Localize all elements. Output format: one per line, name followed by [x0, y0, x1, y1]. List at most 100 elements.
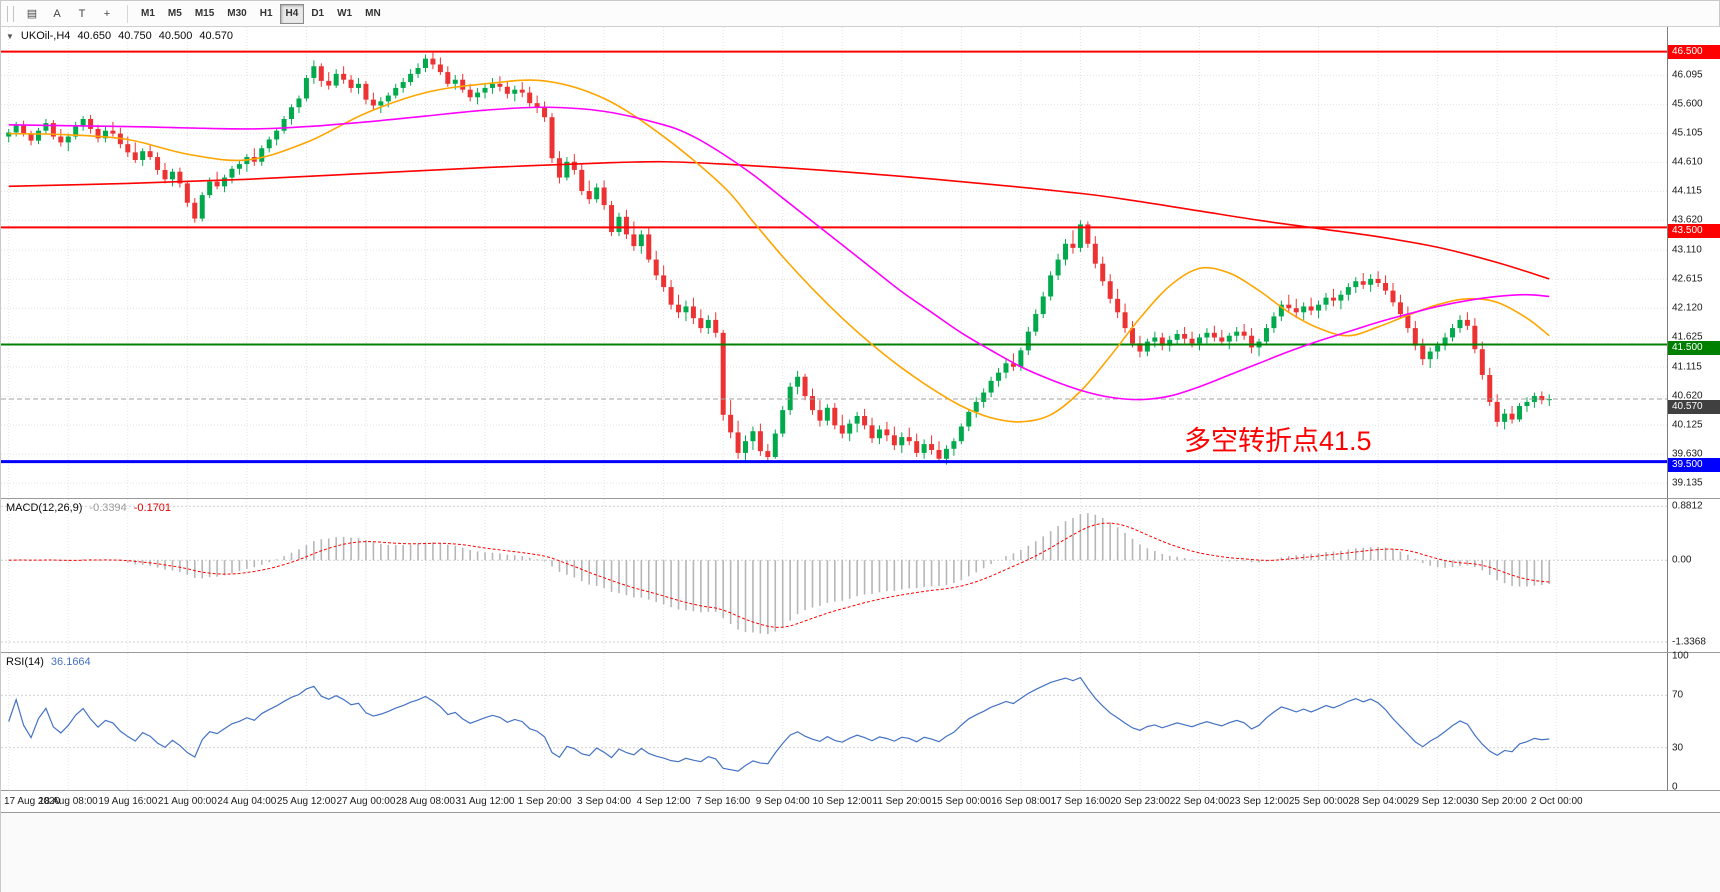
rsi-axis-label: 100 — [1672, 650, 1689, 662]
candle-body — [571, 161, 577, 170]
candle-body — [6, 132, 12, 137]
timeframe-h1[interactable]: H1 — [254, 4, 279, 24]
candle-body — [192, 202, 198, 219]
time-axis-label: 16 Sep 08:00 — [991, 796, 1051, 807]
candle-body — [207, 181, 213, 196]
candle-body — [1293, 308, 1299, 313]
macd-axis[interactable]: 0.8812 0.00 -1.3368 — [1667, 499, 1720, 652]
macd-axis-label: 0.00 — [1672, 554, 1692, 566]
candle-body — [1301, 306, 1307, 313]
candle-body — [899, 437, 905, 446]
rsi-axis[interactable]: 100 70 30 0 — [1667, 650, 1720, 793]
macd-label: MACD(12,26,9) — [6, 502, 83, 514]
candle-body — [772, 433, 778, 457]
time-axis[interactable]: 17 Aug 2020 18 Aug 08:00 19 Aug 16:00 21 Au… — [1, 791, 1720, 813]
candle-body — [140, 151, 146, 160]
timeframe-d1[interactable]: D1 — [305, 4, 330, 24]
candle-body — [981, 392, 987, 402]
toolbar: ▤ A T + M1 M5 M15 M30 H1 H4 D1 W1 MN — [1, 1, 1719, 27]
price-tick-label: 43.620 — [1672, 214, 1703, 226]
rsi-panel: 100 70 30 0 RSI(14) 36.1664 — [1, 650, 1720, 793]
candle-body — [862, 415, 868, 426]
candle-body — [1479, 349, 1485, 375]
candle-body — [586, 191, 592, 200]
candle-body — [661, 275, 667, 288]
candle-body — [564, 161, 570, 178]
price-badge: 40.570 — [1668, 400, 1720, 415]
candle-body — [1442, 337, 1448, 346]
candle-body — [348, 79, 354, 88]
rsi-label: RSI(14) — [6, 656, 44, 668]
tool-arrow-text-a[interactable]: A — [45, 4, 69, 24]
candle-body — [1055, 259, 1061, 276]
candle-body — [876, 429, 882, 439]
candle-body — [43, 123, 49, 131]
candle-body — [839, 425, 845, 434]
time-axis-label: 11 Sep 20:00 — [872, 796, 932, 807]
candle-body — [1100, 263, 1106, 282]
candle-body — [28, 133, 34, 141]
toolbar-grip[interactable] — [7, 5, 14, 22]
price-plot[interactable] — [1, 27, 1667, 498]
timeframe-m30[interactable]: M30 — [221, 4, 252, 24]
candle-body — [1368, 278, 1374, 285]
candle-body — [765, 451, 771, 457]
ohlc-open: 40.650 — [77, 30, 112, 42]
price-axis[interactable]: 46.095 45.600 45.105 44.610 44.115 43.620 43.1… — [1667, 27, 1720, 498]
timeframe-h4[interactable]: H4 — [279, 3, 305, 24]
candle-body — [1092, 243, 1098, 264]
candle-body — [1211, 332, 1217, 338]
chart-menu-icon[interactable]: ▼ — [6, 31, 14, 41]
candle-body — [400, 82, 406, 88]
candle-body — [1263, 328, 1269, 342]
candle-body — [1375, 278, 1381, 284]
timeframe-w1[interactable]: W1 — [331, 4, 358, 24]
candle-body — [824, 407, 830, 421]
candle-body — [497, 83, 503, 87]
macd-plot[interactable] — [1, 499, 1667, 652]
timeframe-m15[interactable]: M15 — [189, 4, 220, 24]
candle-body — [1494, 401, 1500, 422]
candle-body — [1048, 275, 1054, 297]
candle-body — [1003, 363, 1009, 373]
candle-body — [542, 107, 548, 118]
candle-body — [21, 124, 27, 134]
candle-body — [1025, 331, 1031, 351]
candle-body — [1182, 333, 1188, 339]
annotation-text[interactable]: 多空转折点41.5 — [1184, 426, 1372, 456]
candle-body — [906, 437, 912, 442]
candle-body — [720, 332, 726, 415]
candle-body — [623, 216, 629, 235]
candle-body — [943, 448, 949, 459]
tool-crosshair-icon[interactable]: + — [95, 4, 119, 24]
time-axis-label: 3 Sep 04:00 — [577, 796, 632, 807]
candle-body — [445, 72, 451, 84]
timeframe-m1[interactable]: M1 — [135, 4, 161, 24]
macd-signal-line — [8, 522, 1550, 628]
timeframe-mn[interactable]: MN — [359, 4, 387, 24]
tool-text-label-t[interactable]: T — [70, 4, 94, 24]
timeframe-m5[interactable]: M5 — [162, 4, 188, 24]
macd-value: -0.3394 — [89, 502, 127, 514]
candle-body — [1085, 224, 1091, 244]
candle-body — [1405, 314, 1411, 329]
candle-body — [318, 66, 324, 81]
candle-body — [854, 415, 860, 424]
time-axis-label: 28 Sep 04:00 — [1348, 796, 1408, 807]
candle-body — [1241, 331, 1247, 336]
candle-body — [1077, 224, 1083, 248]
chart-ohlc-header: ▼ UKOil-,H4 40.650 40.750 40.500 40.570 — [6, 30, 240, 42]
candle-body — [1152, 337, 1158, 342]
ohlc-low: 40.500 — [158, 30, 193, 42]
candle-body — [1383, 283, 1389, 291]
tool-charts-icon[interactable]: ▤ — [20, 3, 44, 23]
candle-body — [1524, 401, 1530, 407]
candle-body — [385, 95, 391, 102]
rsi-plot[interactable] — [1, 653, 1667, 790]
time-axis-label: 27 Aug 00:00 — [336, 796, 396, 807]
price-tick-label: 43.110 — [1672, 244, 1702, 256]
time-axis-label: 28 Aug 08:00 — [396, 796, 455, 807]
time-axis-label: 15 Sep 00:00 — [931, 796, 992, 807]
candle-body — [1539, 396, 1545, 401]
